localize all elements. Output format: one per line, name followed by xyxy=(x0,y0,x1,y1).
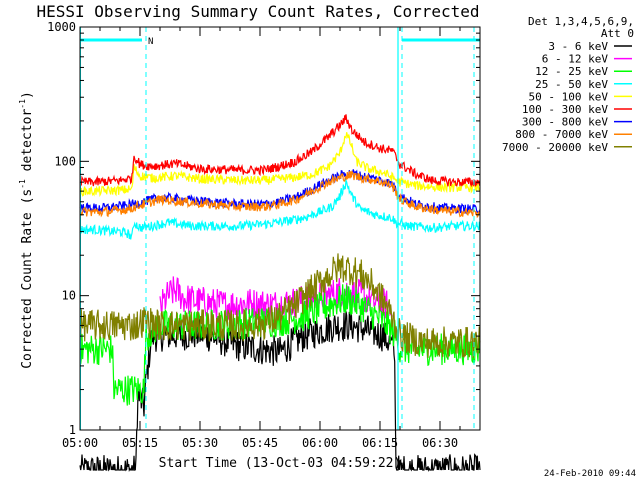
x-tick-label: 06:00 xyxy=(302,436,338,450)
legend-label-7: 300 - 800 keV xyxy=(522,116,608,129)
series-line-9 xyxy=(79,253,481,359)
footer-date: 24-Feb-2010 09:44 xyxy=(544,469,636,479)
legend-header-line-2: Att 0 xyxy=(601,27,634,40)
legend-label-4: 25 - 50 keV xyxy=(535,78,608,91)
legend-label-6: 100 - 300 keV xyxy=(522,103,608,116)
x-tick-label: 06:15 xyxy=(362,436,398,450)
series-line-4 xyxy=(79,178,481,240)
x-axis-label: Start Time (13-Oct-03 04:59:22) xyxy=(159,456,402,471)
y-axis-label: Corrected Count Rate (s-1 detector-1) xyxy=(18,91,35,369)
series-line-6 xyxy=(79,114,481,188)
x-tick-label: 05:45 xyxy=(242,436,278,450)
y-tick-label: 1000 xyxy=(47,20,76,34)
legend-label-9: 7000 - 20000 keV xyxy=(502,141,608,154)
legend-label-5: 50 - 100 keV xyxy=(529,90,609,103)
x-axis: 05:00 05:15 05:30 05:45 06:00 06:15 06:30 xyxy=(62,27,481,450)
y-axis: 1 10 100 1000 xyxy=(47,20,480,437)
x-tick-label: 06:30 xyxy=(422,436,458,450)
plot-area: N 1 10 100 1000 05:00 05:15 05:30 05:45 06:00 06… xyxy=(47,20,481,473)
y-tick-label: 100 xyxy=(54,154,76,168)
y-tick-label: 10 xyxy=(62,289,76,303)
flag-bar-label: N xyxy=(148,37,153,47)
series-line-5 xyxy=(79,132,481,198)
x-tick-label: 05:15 xyxy=(122,436,158,450)
series-line-8 xyxy=(79,170,481,219)
legend-header-line-1: Det 1,3,4,5,6,9, xyxy=(528,15,634,28)
legend-label-8: 800 - 7000 keV xyxy=(515,128,608,141)
legend-label-3: 12 - 25 keV xyxy=(535,65,608,78)
y-tick-label: 1 xyxy=(69,423,76,437)
legend-label-2: 6 - 12 keV xyxy=(542,53,609,66)
x-tick-label: 05:30 xyxy=(182,436,218,450)
x-tick-label: 05:00 xyxy=(62,436,98,450)
series-line-1 xyxy=(79,310,481,473)
chart-title: HESSI Observing Summary Count Rates, Cor… xyxy=(36,2,479,21)
legend-label-1: 3 - 6 keV xyxy=(548,40,608,53)
